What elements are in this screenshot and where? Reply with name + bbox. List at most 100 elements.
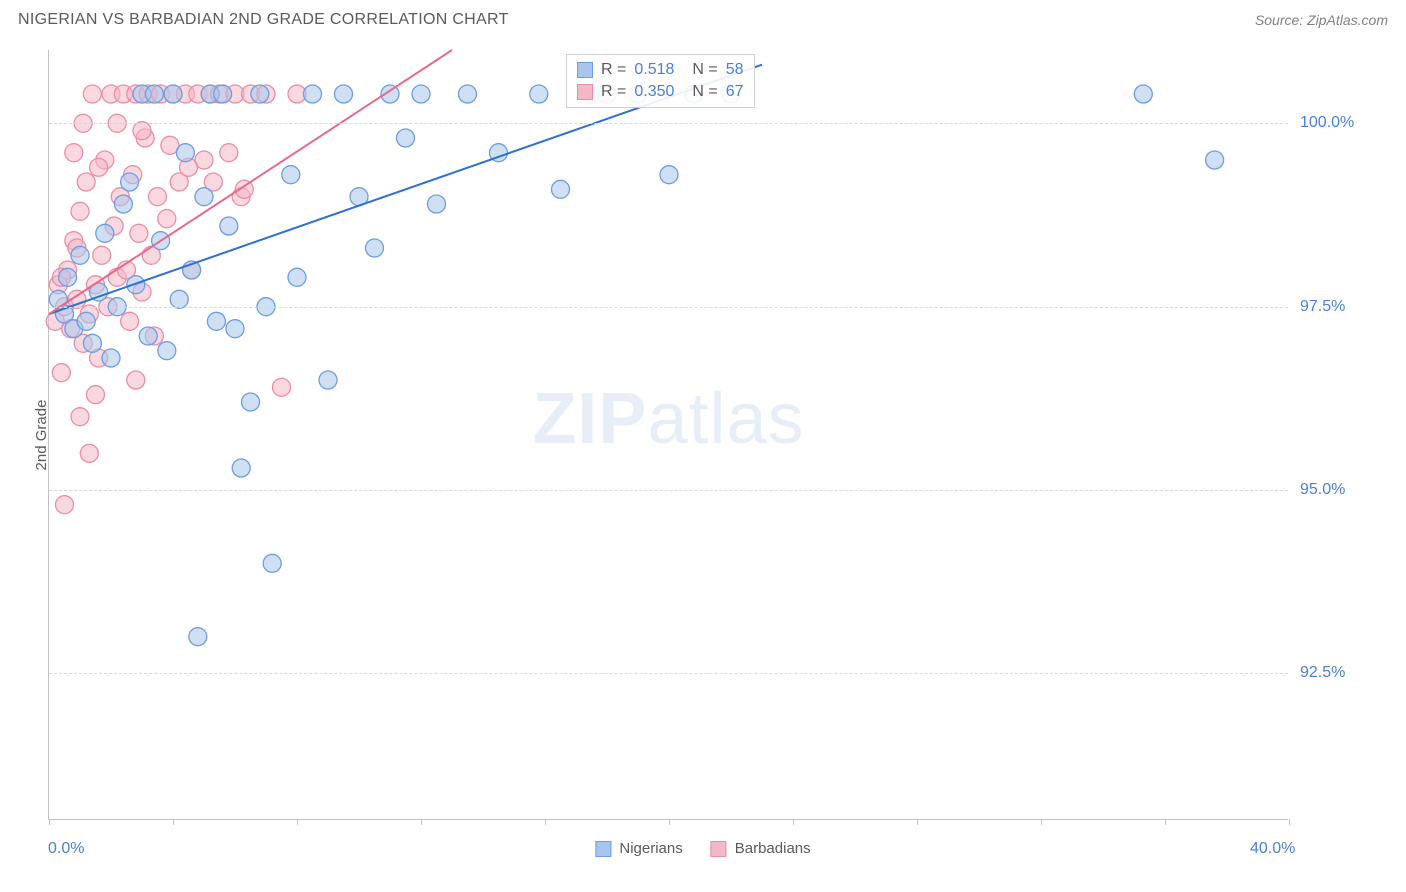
y-tick-label: 97.5% bbox=[1300, 298, 1345, 316]
data-point bbox=[282, 166, 300, 184]
data-point bbox=[87, 386, 105, 404]
data-point bbox=[232, 459, 250, 477]
data-point bbox=[660, 166, 678, 184]
x-tick-mark bbox=[917, 819, 918, 825]
data-point bbox=[335, 85, 353, 103]
data-point bbox=[127, 371, 145, 389]
x-tick-mark bbox=[545, 819, 546, 825]
data-point bbox=[71, 408, 89, 426]
data-point bbox=[176, 144, 194, 162]
data-point bbox=[83, 334, 101, 352]
data-point bbox=[121, 312, 139, 330]
data-point bbox=[149, 188, 167, 206]
stats-r-label: R = bbox=[601, 83, 626, 101]
data-point bbox=[145, 85, 163, 103]
gridline bbox=[49, 490, 1288, 491]
x-axis-min-label: 0.0% bbox=[48, 840, 84, 858]
data-point bbox=[56, 496, 74, 514]
data-point bbox=[412, 85, 430, 103]
stats-r-value: 0.350 bbox=[634, 83, 674, 101]
data-point bbox=[96, 224, 114, 242]
x-tick-mark bbox=[421, 819, 422, 825]
data-point bbox=[65, 144, 83, 162]
data-point bbox=[139, 327, 157, 345]
stats-n-label: N = bbox=[692, 83, 717, 101]
data-point bbox=[251, 85, 269, 103]
data-point bbox=[428, 195, 446, 213]
x-tick-mark bbox=[793, 819, 794, 825]
data-point bbox=[93, 246, 111, 264]
stats-r-value: 0.518 bbox=[634, 61, 674, 79]
data-point bbox=[214, 85, 232, 103]
y-tick-label: 92.5% bbox=[1300, 664, 1345, 682]
data-point bbox=[530, 85, 548, 103]
data-point bbox=[71, 246, 89, 264]
data-point bbox=[59, 268, 77, 286]
data-point bbox=[195, 188, 213, 206]
x-tick-mark bbox=[1041, 819, 1042, 825]
stats-swatch bbox=[577, 62, 593, 78]
data-point bbox=[207, 312, 225, 330]
x-axis-max-label: 40.0% bbox=[1250, 840, 1295, 858]
data-point bbox=[133, 122, 151, 140]
stats-row: R = 0.350 N = 67 bbox=[577, 81, 744, 103]
stats-r-label: R = bbox=[601, 61, 626, 79]
legend-label: Nigerians bbox=[619, 840, 682, 857]
data-point bbox=[304, 85, 322, 103]
data-point bbox=[114, 195, 132, 213]
data-point bbox=[83, 85, 101, 103]
data-point bbox=[52, 364, 70, 382]
data-point bbox=[71, 202, 89, 220]
data-point bbox=[263, 554, 281, 572]
x-tick-mark bbox=[1165, 819, 1166, 825]
x-tick-mark bbox=[669, 819, 670, 825]
data-point bbox=[1134, 85, 1152, 103]
data-point bbox=[220, 217, 238, 235]
data-point bbox=[1206, 151, 1224, 169]
x-tick-mark bbox=[1289, 819, 1290, 825]
chart-plot-area: ZIPatlas R =0.518N =58R =0.350N =67 bbox=[48, 50, 1288, 820]
legend-label: Barbadians bbox=[735, 840, 811, 857]
data-point bbox=[319, 371, 337, 389]
chart-title: NIGERIAN VS BARBADIAN 2ND GRADE CORRELAT… bbox=[18, 11, 509, 29]
data-point bbox=[170, 290, 188, 308]
data-point bbox=[130, 224, 148, 242]
data-point bbox=[552, 180, 570, 198]
data-point bbox=[158, 342, 176, 360]
y-tick-label: 95.0% bbox=[1300, 481, 1345, 499]
data-point bbox=[189, 628, 207, 646]
data-point bbox=[102, 349, 120, 367]
x-tick-mark bbox=[173, 819, 174, 825]
gridline bbox=[49, 673, 1288, 674]
gridline bbox=[49, 307, 1288, 308]
legend: Nigerians Barbadians bbox=[595, 840, 810, 857]
x-tick-mark bbox=[297, 819, 298, 825]
data-point bbox=[77, 173, 95, 191]
chart-header: NIGERIAN VS BARBADIAN 2ND GRADE CORRELAT… bbox=[0, 0, 1406, 40]
data-point bbox=[226, 320, 244, 338]
data-point bbox=[121, 173, 139, 191]
legend-item: Barbadians bbox=[711, 840, 811, 857]
data-point bbox=[77, 312, 95, 330]
data-point bbox=[459, 85, 477, 103]
data-point bbox=[397, 129, 415, 147]
data-point bbox=[90, 158, 108, 176]
gridline bbox=[49, 123, 1288, 124]
legend-item: Nigerians bbox=[595, 840, 682, 857]
scatter-svg bbox=[49, 50, 1288, 819]
stats-row: R = 0.518 N = 58 bbox=[577, 59, 744, 81]
stats-n-label: N = bbox=[692, 61, 717, 79]
stats-n-value: 67 bbox=[726, 83, 744, 101]
y-tick-label: 100.0% bbox=[1300, 114, 1354, 132]
stats-swatch bbox=[577, 84, 593, 100]
data-point bbox=[220, 144, 238, 162]
data-point bbox=[80, 444, 98, 462]
data-point bbox=[273, 378, 291, 396]
data-point bbox=[366, 239, 384, 257]
stats-n-value: 58 bbox=[726, 61, 744, 79]
source-attribution: Source: ZipAtlas.com bbox=[1255, 12, 1388, 28]
legend-swatch bbox=[595, 841, 611, 857]
data-point bbox=[158, 210, 176, 228]
x-tick-mark bbox=[49, 819, 50, 825]
data-point bbox=[164, 85, 182, 103]
